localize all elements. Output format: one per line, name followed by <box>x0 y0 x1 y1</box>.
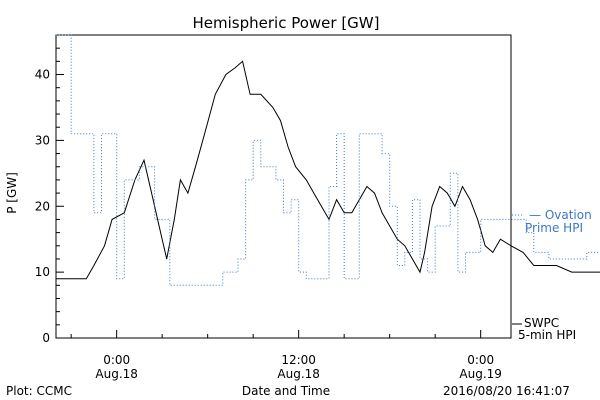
series-swpc-line <box>56 60 600 280</box>
series-layer <box>56 34 600 286</box>
chart-title: Hemispheric Power [GW] <box>193 14 380 32</box>
legend-ovation-line2: Prime HPI <box>525 221 583 235</box>
plot-timestamp: 2016/08/20 16:41:07 <box>443 384 570 398</box>
plot-frame <box>55 34 512 339</box>
x-axis: 0:00Aug.1812:00Aug.180:00Aug.1912:00Aug.… <box>70 330 502 381</box>
x-tick-label-date: Aug.19 <box>459 367 502 381</box>
x-tick-label-time: 0:00 <box>103 353 130 367</box>
plot-credit: Plot: CCMC <box>6 384 72 398</box>
series-ovation-line <box>56 34 600 286</box>
x-tick-label-date: Aug.18 <box>95 367 138 381</box>
legend-swpc-line1: SWPC <box>524 316 559 330</box>
legend-swpc-line2: 5-min HPI <box>518 328 576 342</box>
legend-swpc: SWPC 5-min HPI <box>512 316 576 342</box>
legend-ovation: — Ovation Prime HPI <box>512 208 592 235</box>
y-tick-label: 0 <box>42 331 50 345</box>
x-axis-label: Date and Time <box>242 384 330 398</box>
x-tick-label-time: 0:00 <box>467 353 494 367</box>
y-axis-label: P [GW] <box>5 172 19 214</box>
x-tick-label-time: 12:00 <box>281 353 316 367</box>
y-tick-label: 20 <box>35 199 50 213</box>
y-tick-label: 30 <box>35 133 50 147</box>
y-axis: 0 10 20 30 40 <box>35 47 64 345</box>
y-tick-label: 40 <box>35 68 50 82</box>
legend-ovation-line1: — Ovation <box>529 208 592 222</box>
y-tick-label: 10 <box>35 265 50 279</box>
x-tick-label-date: Aug.18 <box>277 367 320 381</box>
